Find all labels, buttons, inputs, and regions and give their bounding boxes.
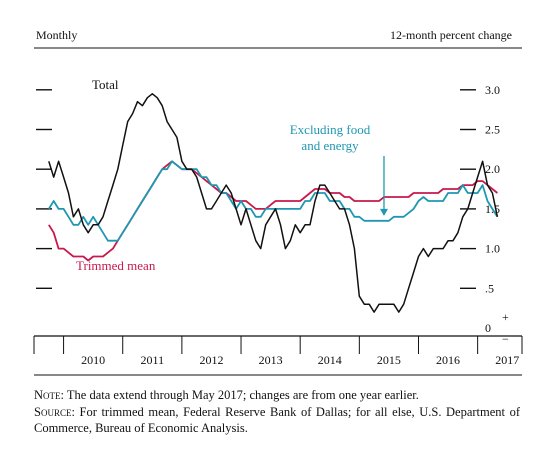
- y-tick-label: 2.0: [485, 162, 500, 176]
- annotations: Total Excluding food and energy Trimmed mea…: [76, 77, 388, 273]
- label-trimmed: Trimmed mean: [76, 258, 156, 273]
- plot-frame: [33, 335, 523, 354]
- note-label: Note:: [34, 388, 64, 402]
- label-total: Total: [92, 77, 119, 92]
- y-tick: 1.0: [36, 242, 500, 256]
- x-year-label: 2015: [377, 353, 401, 367]
- chart-svg: Monthly 12-month percent change 3.0 2.5 2.…: [33, 28, 523, 376]
- zero-minus-mark: −: [502, 332, 509, 346]
- source-paragraph: Source: For trimmed mean, Federal Reserv…: [34, 404, 520, 436]
- y-tick-label: 1.0: [485, 242, 500, 256]
- zero-plus-mark: +: [502, 310, 509, 324]
- x-axis: 2010 2011 2012 2013 2014 2015 2016 2017: [63, 336, 519, 367]
- y-tick-label: 2.5: [485, 123, 500, 137]
- label-core-line: and energy: [301, 138, 359, 153]
- x-year-label: 2010: [81, 353, 105, 367]
- series-line-total: [48, 93, 499, 313]
- y-tick: 2.0: [36, 162, 500, 176]
- y-tick-label: .5: [485, 281, 494, 295]
- x-year-label: 2017: [495, 353, 519, 367]
- source-label: Source:: [34, 405, 75, 419]
- source-text: For trimmed mean, Federal Reserve Bank o…: [34, 405, 520, 435]
- x-year-label: 2016: [436, 353, 460, 367]
- y-axis: 3.02.52.01.51.0.50+−: [36, 83, 509, 346]
- units-label: 12-month percent change: [390, 28, 512, 42]
- y-tick: .5: [36, 281, 494, 295]
- label-core-arrowhead: [379, 208, 388, 216]
- x-year-label: 2011: [141, 353, 165, 367]
- y-tick: 3.0: [36, 83, 500, 97]
- series-lines: [48, 93, 499, 313]
- label-core: Excluding food and energy: [290, 122, 371, 153]
- y-tick-label: 0: [485, 321, 491, 335]
- series-line-core: [48, 160, 499, 242]
- y-tick-label: 3.0: [485, 83, 500, 97]
- y-tick: 2.5: [36, 123, 500, 137]
- x-year-label: 2013: [259, 353, 283, 367]
- y-tick: 0: [485, 321, 491, 335]
- notes: Note: The data extend through May 2017; …: [34, 387, 520, 437]
- x-year-label: 2012: [199, 353, 223, 367]
- note-text: The data extend through May 2017; change…: [66, 388, 419, 402]
- x-year-label: 2014: [318, 353, 342, 367]
- frequency-label: Monthly: [36, 28, 77, 42]
- note-paragraph: Note: The data extend through May 2017; …: [34, 387, 520, 403]
- label-core-line: Excluding food: [290, 122, 371, 137]
